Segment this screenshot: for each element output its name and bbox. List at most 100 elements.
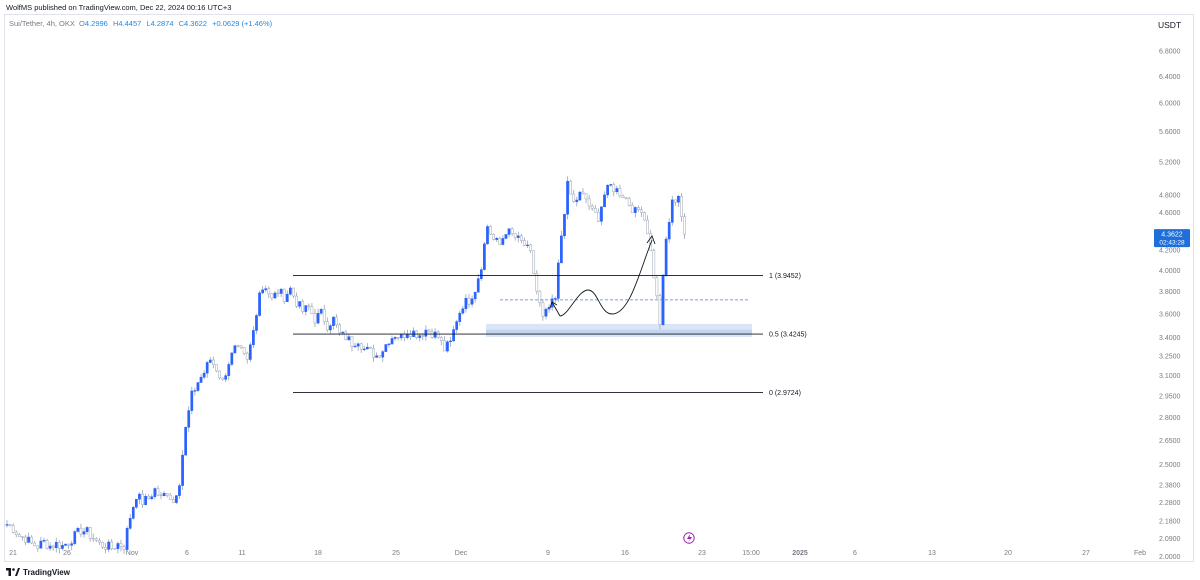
candle xyxy=(94,537,98,543)
candle-body xyxy=(501,238,505,245)
candle xyxy=(85,526,89,535)
candle xyxy=(606,184,609,199)
candle xyxy=(227,361,231,381)
candle xyxy=(424,325,428,341)
candle xyxy=(273,290,277,300)
candle-body xyxy=(298,301,301,307)
time-axis[interactable]: 21 26 Nov 6 11 18 25 Dec 9 16 23 15:00 2025 6 13 20 27 Fe… xyxy=(9,550,1146,557)
candle-body xyxy=(175,495,178,503)
candle-body xyxy=(113,548,117,550)
candle xyxy=(162,490,166,497)
candle-body xyxy=(270,293,274,299)
candle-body xyxy=(181,454,184,486)
fib-level-label: 0 (2.9724) xyxy=(769,390,801,397)
y-tick-label: 3.8000 xyxy=(1159,289,1181,296)
y-tick-label: 3.2500 xyxy=(1159,354,1181,361)
change-value: +0.0629 (+1.46%) xyxy=(212,19,273,28)
candle-body xyxy=(384,344,388,352)
open-label: O xyxy=(79,19,85,28)
candle xyxy=(621,194,625,199)
candle-body xyxy=(372,348,375,358)
candle xyxy=(658,293,662,330)
candle-body xyxy=(212,359,215,365)
candle-body xyxy=(572,193,576,202)
candle xyxy=(208,357,212,364)
y-tick-label: 6.4000 xyxy=(1159,74,1181,81)
candle-body xyxy=(578,191,582,201)
candle xyxy=(14,530,18,538)
candle-body xyxy=(58,541,61,549)
candle xyxy=(569,179,572,195)
candle xyxy=(347,334,351,342)
candle xyxy=(402,330,406,342)
candle xyxy=(526,240,529,248)
candle xyxy=(292,287,295,299)
y-tick-label: 4.8000 xyxy=(1159,193,1181,200)
candle-body xyxy=(313,313,317,324)
candle-body xyxy=(264,288,268,291)
candle xyxy=(366,343,369,350)
candle xyxy=(199,374,203,383)
candle xyxy=(233,345,237,354)
candle xyxy=(523,237,526,247)
x-tick-label: 6 xyxy=(853,550,857,557)
candle xyxy=(218,370,221,380)
candle-body xyxy=(556,262,560,299)
price-axis[interactable]: 6.8000 6.4000 6.0000 5.6000 5.2000 4.8000 4.60… xyxy=(1159,49,1181,561)
candle xyxy=(122,544,126,554)
candle xyxy=(547,304,551,313)
candle-body xyxy=(399,333,403,339)
candle xyxy=(242,346,246,356)
candle-body xyxy=(667,222,671,240)
candle xyxy=(248,342,252,363)
currency-label[interactable]: USDT xyxy=(1158,20,1182,30)
support-zone-layer xyxy=(486,323,752,338)
candle-body xyxy=(587,198,591,207)
candle-body xyxy=(390,338,394,345)
chart-frame[interactable] xyxy=(4,14,1194,562)
candle-body xyxy=(227,364,231,376)
candle xyxy=(125,526,129,551)
candle xyxy=(590,203,594,211)
candle xyxy=(267,286,271,299)
candle-layer xyxy=(5,176,686,554)
candle xyxy=(532,250,536,274)
open-value: 4.2996 xyxy=(84,19,108,28)
candle xyxy=(147,494,151,500)
candle xyxy=(476,273,480,293)
candle-body xyxy=(122,546,126,550)
candle xyxy=(458,310,462,326)
candle xyxy=(409,330,412,341)
tradingview-logo-icon xyxy=(6,568,20,576)
candle-body xyxy=(135,498,138,508)
candle-body xyxy=(107,541,110,550)
candle-body xyxy=(307,305,311,308)
candle-body xyxy=(267,288,271,295)
candle-body xyxy=(128,518,132,529)
y-tick-label: 2.1800 xyxy=(1159,519,1181,526)
candle xyxy=(356,342,360,351)
candle xyxy=(510,227,514,237)
candle xyxy=(372,344,375,362)
candle xyxy=(495,236,499,243)
symbol-name[interactable]: Sui/Tether, 4h, OKX xyxy=(9,19,75,28)
x-tick-label: 25 xyxy=(392,550,400,557)
candle xyxy=(584,193,588,204)
candle xyxy=(215,364,218,373)
candle xyxy=(313,308,317,328)
candle xyxy=(282,288,286,304)
publisher-text: WolfMS published on TradingView.com, Dec… xyxy=(6,3,232,12)
candle xyxy=(353,343,357,348)
candle xyxy=(91,533,95,542)
x-tick-label: 16 xyxy=(621,550,629,557)
candle xyxy=(538,290,542,307)
candle xyxy=(677,194,680,207)
candle xyxy=(670,195,674,226)
candle xyxy=(393,336,397,341)
candle-body xyxy=(553,298,557,300)
candle-body xyxy=(563,214,566,237)
candle-body xyxy=(48,545,52,549)
candle xyxy=(279,288,283,298)
candle xyxy=(627,196,631,207)
